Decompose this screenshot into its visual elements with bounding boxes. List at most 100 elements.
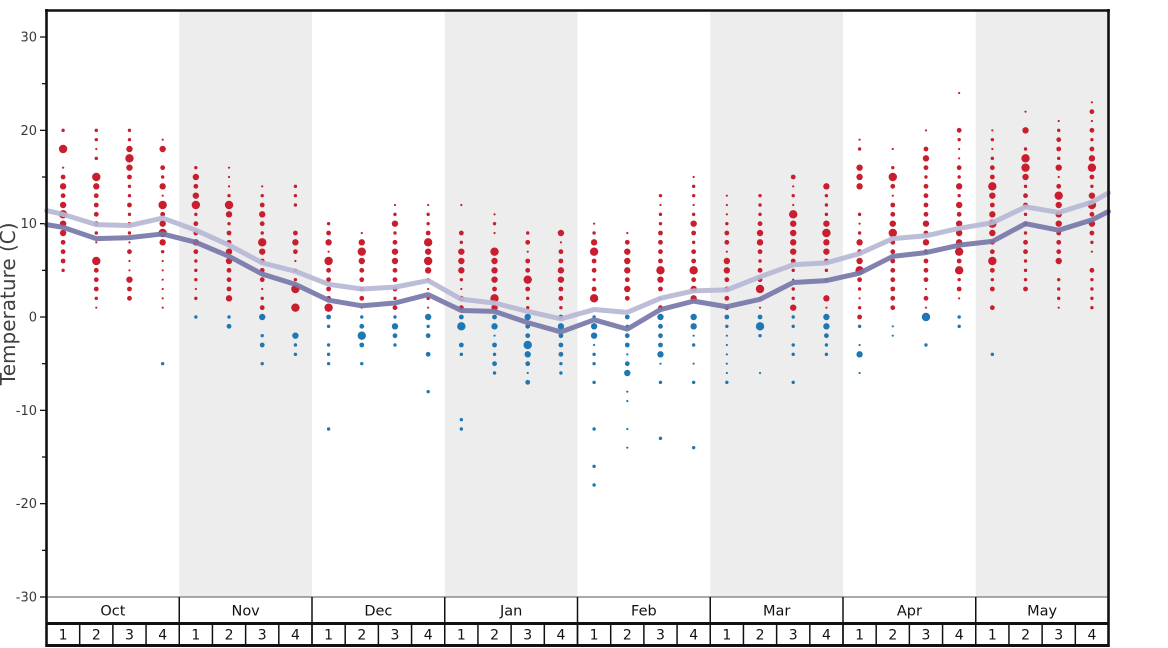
- cold-temperature-dot: [359, 342, 365, 348]
- warm-temperature-dot: [293, 230, 298, 236]
- warm-temperature-dot: [93, 277, 99, 283]
- warm-temperature-dot: [922, 155, 930, 162]
- warm-temperature-dot: [1089, 174, 1095, 180]
- warm-temperature-dot: [160, 249, 165, 254]
- warm-temperature-dot: [691, 277, 697, 283]
- cold-temperature-dot: [791, 324, 795, 329]
- cold-temperature-dot: [691, 380, 696, 385]
- warm-temperature-dot: [923, 211, 929, 217]
- warm-temperature-dot: [956, 286, 962, 292]
- cold-temperature-dot: [524, 351, 531, 358]
- warm-temperature-dot: [326, 277, 331, 283]
- cold-temperature-dot: [624, 369, 631, 377]
- warm-temperature-dot: [691, 258, 697, 264]
- warm-temperature-dot: [426, 212, 430, 217]
- week-number-label: 2: [92, 628, 101, 644]
- warm-temperature-dot: [626, 231, 629, 235]
- warm-temperature-dot: [1023, 259, 1028, 263]
- cold-temperature-dot: [755, 322, 765, 331]
- warm-temperature-dot: [261, 287, 264, 291]
- cold-temperature-dot: [459, 417, 464, 422]
- warm-temperature-dot: [1021, 163, 1030, 172]
- warm-temperature-dot: [127, 249, 132, 255]
- warm-temperature-dot: [857, 147, 862, 151]
- warm-temperature-dot: [890, 202, 896, 208]
- warm-temperature-dot: [491, 267, 498, 274]
- cold-temperature-dot: [458, 342, 464, 348]
- y-tick-label: 30: [20, 31, 37, 46]
- warm-temperature-dot: [358, 257, 365, 265]
- warm-temperature-dot: [225, 211, 233, 218]
- warm-temperature-dot: [955, 201, 963, 209]
- cold-temperature-dot: [425, 351, 431, 357]
- warm-temperature-dot: [259, 305, 265, 311]
- warm-temperature-dot: [60, 193, 66, 199]
- warm-temperature-dot: [1023, 193, 1028, 199]
- warm-temperature-dot: [624, 257, 631, 265]
- cold-temperature-dot: [293, 343, 298, 347]
- warm-temperature-dot: [658, 249, 663, 255]
- cold-temperature-dot: [824, 343, 829, 347]
- warm-temperature-dot: [659, 203, 662, 207]
- warm-temperature-dot: [194, 287, 197, 291]
- warm-temperature-dot: [923, 295, 929, 301]
- warm-temperature-dot: [391, 257, 399, 265]
- warm-temperature-dot: [392, 305, 398, 311]
- warm-temperature-dot: [326, 286, 331, 292]
- month-label: May: [1027, 604, 1057, 620]
- week-number-label: 1: [988, 628, 997, 644]
- warm-temperature-dot: [591, 258, 597, 264]
- warm-temperature-dot: [658, 230, 663, 236]
- warm-temperature-dot: [1022, 127, 1029, 134]
- warm-temperature-dot: [824, 193, 829, 198]
- warm-temperature-dot: [857, 305, 862, 310]
- cold-temperature-dot: [856, 351, 863, 358]
- month-label: Mar: [763, 604, 790, 620]
- warm-temperature-dot: [525, 258, 531, 264]
- warm-temperature-dot: [1055, 220, 1062, 227]
- warm-temperature-dot: [725, 194, 728, 197]
- week-number-label: 4: [1087, 628, 1096, 644]
- warm-temperature-dot: [260, 231, 264, 235]
- warm-temperature-dot: [624, 277, 630, 283]
- warm-temperature-dot: [60, 249, 66, 255]
- warm-temperature-dot: [955, 183, 963, 190]
- warm-temperature-dot: [924, 306, 928, 309]
- warm-temperature-dot: [1090, 250, 1094, 253]
- warm-temperature-dot: [559, 241, 563, 244]
- warm-temperature-dot: [822, 228, 831, 238]
- warm-temperature-dot: [989, 211, 996, 218]
- warm-temperature-dot: [624, 267, 631, 274]
- warm-temperature-dot: [359, 277, 365, 283]
- cold-temperature-dot: [626, 390, 629, 393]
- warm-temperature-dot: [95, 147, 98, 151]
- average-high-line: [44, 190, 1111, 322]
- warm-temperature-dot: [293, 249, 298, 255]
- warm-temperature-dot: [59, 201, 67, 209]
- warm-temperature-dot: [393, 212, 397, 217]
- warm-temperature-dot: [294, 259, 297, 263]
- warm-temperature-dot: [890, 295, 896, 301]
- warm-temperature-dot: [825, 306, 828, 309]
- cold-temperature-dot: [823, 313, 830, 321]
- shaded-month-band: [444, 10, 578, 597]
- warm-temperature-dot: [724, 295, 730, 301]
- warm-temperature-dot: [758, 203, 762, 207]
- warm-temperature-dot: [891, 165, 895, 170]
- warm-temperature-dot: [491, 257, 498, 265]
- week-number-label: 4: [689, 628, 698, 644]
- warm-temperature-dot: [1090, 184, 1094, 189]
- cold-temperature-dot: [525, 379, 531, 385]
- warm-temperature-dot: [525, 267, 531, 273]
- warm-temperature-dot: [691, 230, 697, 236]
- warm-temperature-dot: [857, 212, 862, 217]
- warm-temperature-dot: [856, 257, 863, 265]
- warm-temperature-dot: [658, 221, 663, 226]
- warm-temperature-dot: [756, 229, 764, 237]
- warm-temperature-dot: [1056, 183, 1062, 189]
- warm-temperature-dot: [128, 241, 131, 244]
- warm-temperature-dot: [989, 202, 995, 208]
- cold-temperature-dot: [857, 324, 862, 329]
- warm-temperature-dot: [93, 202, 99, 208]
- warm-temperature-dot: [128, 259, 131, 263]
